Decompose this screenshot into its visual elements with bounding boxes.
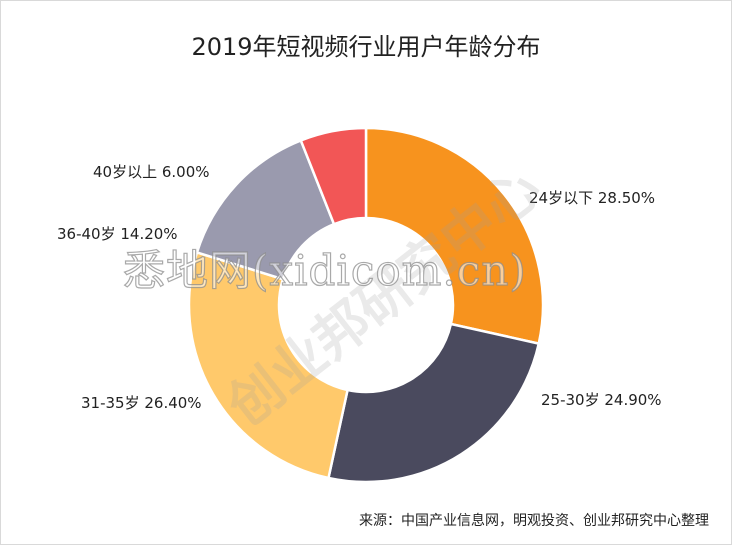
slice-36-40 xyxy=(195,138,336,281)
slice-label-over-40: 40岁以上 6.00% xyxy=(93,163,210,181)
watermark-site: 悉地网(xidicom.cn) xyxy=(122,245,527,295)
slice-label-36-40: 36-40岁 14.20% xyxy=(57,225,178,243)
slice-31-35 xyxy=(187,250,350,480)
slice-25-30 xyxy=(326,322,541,484)
slice-over-40 xyxy=(299,126,368,226)
slice-label-31-35: 31-35岁 26.40% xyxy=(81,394,202,412)
chart-title: 2019年短视频行业用户年龄分布 xyxy=(191,33,541,61)
slice-label-25-30: 25-30岁 24.90% xyxy=(541,391,662,409)
slice-under-24 xyxy=(364,126,545,346)
slice-label-under-24: 24岁以下 28.50% xyxy=(529,189,656,207)
source-note: 来源：中国产业信息网，明观投资、创业邦研究中心整理 xyxy=(359,513,709,529)
